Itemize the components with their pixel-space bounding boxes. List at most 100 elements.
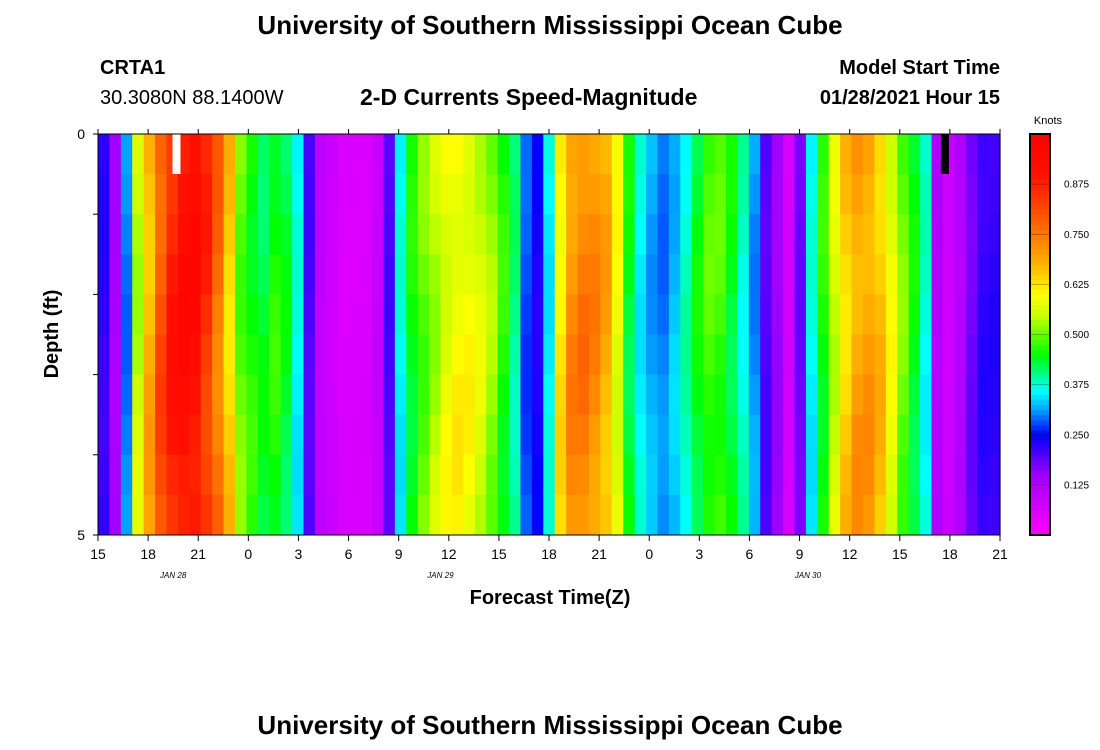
heat-cell [783,294,796,335]
heat-cell [474,454,487,496]
heat-cell [497,334,510,376]
heat-cell [98,134,111,175]
heat-cell [874,214,887,255]
colorbar-swatch [1030,309,1050,316]
heat-cell [646,414,659,456]
heat-cell [246,174,259,215]
colorbar-swatch [1030,479,1050,486]
heat-cell [680,414,693,456]
heat-cell [725,414,738,456]
heat-cell [429,174,442,215]
heat-cell [98,294,111,335]
heat-cell [725,254,738,295]
heat-cell [292,374,305,416]
heat-cell [143,414,156,456]
heat-cell [189,214,202,255]
colorbar-swatch [1030,464,1050,471]
heat-cell [269,254,282,295]
heat-cell [246,294,259,335]
heat-cell [566,414,579,456]
colorbar-swatch [1030,369,1050,376]
heat-cell [588,214,601,255]
heat-cell [977,214,990,255]
heat-cell [588,494,601,536]
heat-cell [965,254,978,295]
heat-cell [143,334,156,376]
heat-cell [189,294,202,335]
heat-cell [486,494,499,536]
footer-title: University of Southern Mississippi Ocean… [257,710,843,740]
heat-cell [246,134,259,175]
heat-cell [828,414,841,456]
heat-cell [212,494,225,536]
heat-cell [783,214,796,255]
x-tick-label: 6 [746,546,754,562]
heat-cell [954,374,967,416]
heat-cell [372,174,385,215]
colorbar-swatch [1030,199,1050,205]
heat-cell [748,294,761,335]
heat-cell [931,374,944,416]
heat-cell [703,334,716,376]
heat-cell [451,174,464,215]
heat-cell [817,494,830,536]
heat-cell [269,414,282,456]
heat-cell [737,294,750,335]
heat-cell [212,174,225,215]
colorbar-swatch [1030,294,1050,301]
heat-cell [166,414,179,456]
heat-cell [988,254,1001,295]
heat-cell [874,334,887,376]
heat-cell [223,454,236,496]
heat-cell [862,134,876,175]
heat-cell [98,454,111,496]
heat-cell [394,294,407,335]
heat-cell [372,214,385,255]
heat-cell [874,134,887,175]
heat-cell [120,414,133,456]
colorbar-swatch [1030,219,1050,225]
heat-cell [177,374,190,416]
heat-cell [406,254,419,295]
heat-cell [98,174,111,215]
heat-cell [908,174,921,215]
heat-cell [680,214,693,255]
heat-cell [897,294,910,335]
colorbar-tick-label: 0.375 [1064,380,1089,391]
heat-cell [920,134,933,175]
heat-cell [531,134,544,175]
heat-cell [634,134,647,175]
heat-cell [577,134,590,175]
heat-cell [406,374,419,416]
heat-cell [634,494,647,536]
heat-cell [965,494,978,536]
colorbar-swatch [1030,264,1050,270]
surface-spike [172,134,181,174]
heat-cell [760,214,773,255]
heat-cell [680,374,693,416]
heat-cell [155,134,168,175]
x-tick-label: 0 [645,546,653,562]
heat-cell [600,494,613,536]
heat-cell [314,454,327,496]
heat-cell [406,494,419,536]
heat-cell [840,414,853,456]
colorbar-swatch [1030,344,1050,351]
heat-cell [783,134,796,175]
heat-cell [429,294,442,335]
heat-cell [760,294,773,335]
heat-cell [417,174,430,215]
heat-cell [988,334,1001,376]
heat-cell [132,254,145,295]
heat-cell [577,454,590,496]
heat-cell [931,334,944,376]
colorbar-swatch [1030,409,1050,416]
heat-cell [783,454,796,496]
heat-cell [862,294,876,335]
heat-cell [657,414,670,456]
heat-cell [543,454,556,496]
heat-cell [908,334,921,376]
heat-cell [474,134,487,175]
heat-cell [474,374,487,416]
heat-cell [497,374,510,416]
